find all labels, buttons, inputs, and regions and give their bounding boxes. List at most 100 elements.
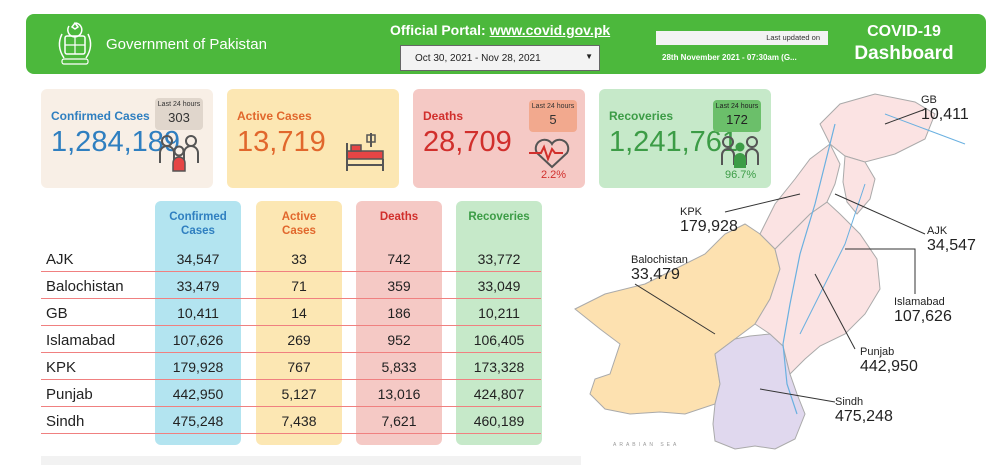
last24-label: Last 24 hours (715, 103, 759, 110)
confirmed-cases-card: Confirmed Cases 1,284,189 Last 24 hours … (41, 89, 213, 188)
deaths-cell: 359 (387, 278, 411, 294)
last24-value: 5 (549, 112, 557, 127)
sea-label: ARABIAN SEA (613, 442, 679, 448)
table-row: Balochistan 33,479 71 359 33,049 (41, 272, 541, 299)
deaths-cell: 952 (387, 332, 411, 348)
map-label-name: Punjab (860, 346, 895, 358)
map-label-value: 179,928 (680, 218, 738, 235)
region-gb[interactable] (819, 93, 936, 163)
recovery-rate: 96.7% (725, 169, 757, 181)
column-header-active: Active Cases (281, 211, 317, 237)
date-range-select[interactable]: Oct 30, 2021 - Nov 28, 2021 ▼ (400, 45, 600, 71)
map-label-sindh: Sindh 475,248 (835, 396, 893, 426)
confirmed-cell: 33,479 (176, 278, 220, 294)
map-label-punjab: Punjab 442,950 (860, 346, 918, 376)
last24-badge: Last 24 hours 172 (713, 100, 761, 132)
map-label-name: GB (921, 94, 937, 106)
recoveries-cell: 424,807 (473, 386, 525, 402)
card-value: 1,284,189 (51, 126, 181, 158)
deaths-cell: 186 (387, 305, 411, 321)
map-label-kpk: KPK 179,928 (680, 206, 738, 236)
map-label-name: Islamabad (894, 296, 945, 308)
confirmed-column-bg (155, 201, 241, 445)
province-name: Balochistan (46, 278, 124, 295)
card-label: Confirmed Cases (51, 109, 150, 123)
card-label: Deaths (423, 109, 464, 123)
portal-link[interactable]: www.covid.gov.pk (489, 22, 611, 38)
active-cases-card: Active Cases 13,719 (227, 89, 399, 188)
dropdown-caret-icon: ▼ (585, 52, 593, 61)
active-column-bg (256, 201, 342, 445)
deaths-cell: 5,833 (381, 359, 417, 375)
confirmed-cell: 475,248 (172, 413, 224, 429)
recoveries-cell: 106,405 (473, 332, 525, 348)
deaths-card: Deaths 28,709 Last 24 hours 5 2.2% (413, 89, 585, 188)
active-cell: 71 (291, 278, 307, 294)
deaths-cell: 7,621 (381, 413, 417, 429)
gov-title: Government of Pakistan (106, 36, 267, 53)
dashboard-title: COVID-19 Dashboard (844, 21, 964, 65)
map-label-value: 442,950 (860, 358, 918, 375)
region-ajk[interactable] (842, 155, 876, 215)
recoveries-cell: 173,328 (473, 359, 525, 375)
active-cell: 269 (287, 332, 311, 348)
table-row: GB 10,411 14 186 10,211 (41, 299, 541, 326)
pakistan-map[interactable]: ARABIAN SEA GB 10,411 KPK 179,928 AJK 34… (565, 84, 985, 465)
last24-label: Last 24 hours (531, 103, 575, 110)
card-value: 13,719 (237, 126, 326, 158)
province-name: AJK (46, 251, 74, 268)
recoveries-cell: 460,189 (473, 413, 525, 429)
footer-bar (41, 456, 581, 465)
map-label-name: Balochistan (631, 254, 688, 266)
table-row: AJK 34,547 33 742 33,772 (41, 245, 541, 272)
confirmed-cell: 442,950 (172, 386, 224, 402)
confirmed-cell: 179,928 (172, 359, 224, 375)
map-label-value: 10,411 (921, 106, 969, 123)
map-label-ajk: AJK 34,547 (927, 225, 976, 255)
portal-text: Official Portal: www.covid.gov.pk (390, 22, 610, 38)
recovered-people-icon (721, 136, 759, 168)
active-cell: 767 (287, 359, 311, 375)
last-updated-label: Last updated on (656, 31, 828, 45)
dashboard-title-line2: Dashboard (854, 43, 954, 64)
region-kpk[interactable] (759, 143, 841, 250)
hospital-bed-icon (346, 133, 384, 171)
dashboard-title-line1: COVID-19 (867, 23, 941, 40)
card-label: Recoveries (609, 109, 674, 123)
table-row: Punjab 442,950 5,127 13,016 424,807 (41, 380, 541, 407)
map-label-value: 34,547 (927, 237, 976, 254)
last24-value: 303 (168, 110, 190, 125)
table-row: Sindh 475,248 7,438 7,621 460,189 (41, 407, 541, 434)
map-label-name: Sindh (835, 396, 864, 408)
last24-value: 172 (726, 112, 748, 127)
portal-label: Official Portal: (390, 22, 486, 38)
active-cell: 7,438 (281, 413, 317, 429)
active-cell: 33 (291, 251, 307, 267)
last24-badge: Last 24 hours 5 (529, 100, 577, 132)
confirmed-cell: 34,547 (176, 251, 220, 267)
province-name: KPK (46, 359, 77, 376)
recoveries-cell: 10,211 (478, 305, 520, 321)
province-name: Sindh (46, 413, 85, 430)
map-label-name: KPK (680, 206, 703, 218)
card-label: Active Cases (237, 109, 312, 123)
last-updated-value: 28th November 2021 - 07:30am (G... (662, 53, 797, 62)
active-cell: 14 (291, 305, 307, 321)
map-label-islamabad: Islamabad 107,626 (894, 296, 952, 326)
people-group-icon (159, 135, 199, 172)
map-label-value: 33,479 (631, 266, 680, 283)
confirmed-cell: 10,411 (177, 305, 219, 321)
recoveries-card: Recoveries 1,241,761 Last 24 hours 172 9… (599, 89, 771, 188)
map-label-balochistan: Balochistan 33,479 (631, 254, 688, 284)
province-name: Punjab (46, 386, 93, 403)
date-range-value: Oct 30, 2021 - Nov 28, 2021 (415, 53, 541, 64)
death-rate: 2.2% (541, 169, 567, 181)
table-row: KPK 179,928 767 5,833 173,328 (41, 353, 541, 380)
recoveries-cell: 33,049 (477, 278, 521, 294)
map-label-name: AJK (927, 225, 948, 237)
pakistan-emblem-icon (58, 21, 92, 65)
region-sindh[interactable] (712, 333, 806, 450)
map-label-value: 475,248 (835, 408, 893, 425)
deaths-column-bg (356, 201, 442, 445)
heartbeat-icon (529, 138, 570, 169)
